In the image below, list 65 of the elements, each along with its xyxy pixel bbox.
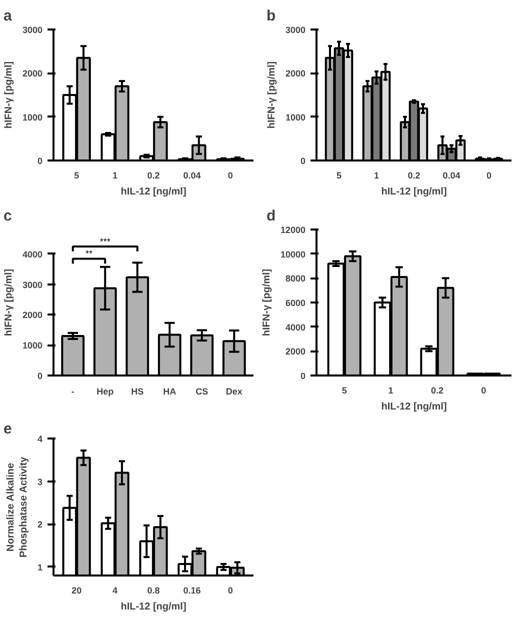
x-tick-label: 0.8 bbox=[147, 586, 160, 596]
chart-title: b bbox=[266, 8, 276, 24]
chart-title: e bbox=[4, 420, 12, 438]
y-tick-label: 4000 bbox=[22, 249, 43, 260]
y-axis-title: hIFN-γ [pg/ml] bbox=[266, 61, 278, 129]
x-tick-label: 5 bbox=[74, 170, 80, 180]
chart-title: d bbox=[266, 208, 276, 224]
x-axis-title: hIL-12 [ng/ml] bbox=[381, 402, 447, 412]
y-tick-label: 1000 bbox=[22, 340, 43, 351]
y-tick-label: 6000 bbox=[285, 298, 306, 308]
y-tick-label: 1 bbox=[37, 562, 43, 572]
y-tick-label: 0 bbox=[37, 371, 43, 381]
chart-title: a bbox=[4, 8, 12, 24]
x-tick-label: 20 bbox=[72, 586, 82, 596]
y-tick-label: 2000 bbox=[285, 346, 306, 357]
x-tick-label: 0.2 bbox=[408, 170, 420, 180]
x-tick-label: 0.16 bbox=[183, 586, 201, 596]
x-tick-label: HS bbox=[131, 386, 144, 396]
y-tick-label: 0 bbox=[37, 156, 43, 166]
chart-title: c bbox=[4, 208, 12, 224]
y-tick-label: 2 bbox=[37, 520, 43, 530]
x-axis-title: hIL-12 [ng/ml] bbox=[120, 186, 186, 198]
x-tick-label: 4 bbox=[112, 586, 118, 596]
y-tick-label: 12000 bbox=[280, 225, 306, 235]
y-tick-label: 3000 bbox=[22, 280, 43, 290]
y-tick-label: 0 bbox=[300, 156, 306, 166]
x-tick-label: 0 bbox=[481, 386, 486, 396]
x-tick-label: 0.04 bbox=[183, 170, 201, 180]
text: *** bbox=[100, 236, 111, 247]
x-tick-label: 1 bbox=[112, 170, 118, 180]
x-axis-title: hIL-12 [ng/ml] bbox=[120, 602, 186, 612]
y-tick-label: 4000 bbox=[285, 322, 306, 332]
x-tick-label: Dex bbox=[226, 386, 242, 396]
y-tick-label: 2000 bbox=[22, 310, 43, 320]
y-tick-label: 10000 bbox=[280, 249, 306, 260]
x-tick-label: 0.04 bbox=[442, 170, 460, 180]
x-tick-label: HA bbox=[163, 386, 177, 396]
x-tick-label: 5 bbox=[342, 386, 347, 396]
y-tick-label: 2000 bbox=[22, 68, 43, 79]
x-axis-title: hIL-12 [ng/ml] bbox=[381, 186, 447, 198]
y-tick-label: 0 bbox=[300, 371, 306, 381]
x-tick-label: 5 bbox=[336, 170, 342, 180]
y-tick-label: 3000 bbox=[285, 25, 306, 35]
x-tick-label: 0 bbox=[486, 170, 492, 180]
y-axis-title: hIFN-γ [pg/ml] bbox=[261, 268, 272, 336]
x-tick-label: Hep bbox=[96, 386, 114, 396]
y-tick-label: 4 bbox=[37, 434, 43, 444]
y-tick-label: 2000 bbox=[285, 68, 306, 79]
x-tick-label: 0 bbox=[228, 586, 233, 596]
y-axis-title: hIFN-γ [pg/ml] bbox=[3, 61, 14, 129]
x-tick-label: 0 bbox=[228, 170, 233, 180]
x-tick-label: 1 bbox=[388, 386, 394, 396]
y-tick-label: 3 bbox=[37, 476, 43, 487]
x-tick-label: CS bbox=[196, 386, 208, 396]
x-tick-label: 0.2 bbox=[430, 386, 444, 396]
annotation: ** bbox=[85, 248, 93, 259]
y-tick-label: 3000 bbox=[22, 25, 43, 35]
y-axis-title: hIFN-γ [pg/ml] bbox=[3, 268, 14, 336]
y-tick-label: 1000 bbox=[285, 112, 306, 122]
x-tick-label: - bbox=[71, 386, 74, 396]
x-tick-label: 1 bbox=[374, 170, 380, 180]
y-axis-title: Normalize Alkaline Phosphatase Activity bbox=[5, 456, 30, 558]
y-tick-label: 1000 bbox=[22, 112, 43, 122]
x-tick-label: 0.2 bbox=[147, 170, 160, 180]
y-tick-label: 8000 bbox=[285, 274, 306, 284]
